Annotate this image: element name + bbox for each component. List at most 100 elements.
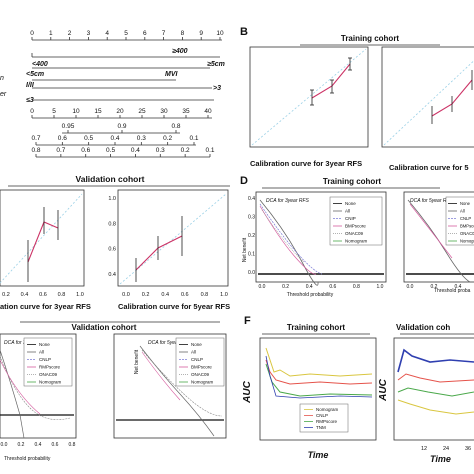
panel-f-header-right: Validation coh — [396, 323, 450, 332]
panel-letter-d: D — [240, 175, 248, 187]
rfs-3year-tick-label: 0.1 — [189, 135, 198, 142]
points-scale-tick-label: 5 — [124, 30, 128, 37]
nomogram-points-scale: 0 1 2 3 4 5 6 7 8 9 10 — [30, 30, 224, 40]
panel-d-plot-title-right: DCA for 5year RFS — [410, 198, 454, 204]
total-points-tick-label: 5 — [52, 108, 56, 115]
panel-c-right-x-tick-label: 0.4 — [161, 292, 169, 298]
panel-d-right-legend-item: ONAC09 — [460, 231, 474, 236]
nomogram-label-lt5cm: <5cm — [26, 71, 44, 78]
rfs-5year-tick-label: 0.8 — [31, 147, 40, 154]
rfs-1year-tick-label: 0.9 — [117, 123, 126, 130]
panel-c-left-x-tick-label: 1.0 — [76, 292, 84, 298]
panel-c-y-ticks: 1.0 0.8 0.6 0.4 — [108, 196, 116, 278]
rfs-3year-tick-label: 0.6 — [58, 135, 67, 142]
panel-d-x-label-right: Threshold proba — [434, 288, 471, 294]
rfs-5year-tick-label: 0.7 — [56, 147, 65, 154]
nomogram-label-i-ii: I/II — [26, 82, 35, 89]
rfs-3year-tick-label: 0.3 — [137, 135, 146, 142]
total-points-tick-label: 30 — [160, 108, 168, 115]
panel-d-right-x-tick-label: 0.0 — [407, 284, 414, 290]
points-scale-tick-label: 10 — [216, 30, 224, 37]
points-scale-tick-label: 7 — [162, 30, 166, 37]
panel-e-left-x-tick-label: 0.6 — [52, 442, 59, 448]
panel-d-x-ticks: 0.0 0.2 0.4 0.6 0.8 1.0 — [259, 284, 384, 290]
panel-f-legend-item: Nomogram — [316, 407, 339, 412]
points-scale-tick-label: 3 — [87, 30, 91, 37]
rfs-5year-tick-label: 0.2 — [181, 147, 190, 154]
panel-b-caption-left: Calibration curve for 3year RFS — [250, 159, 362, 168]
panel-f-header-left: Training cohort — [287, 323, 346, 332]
panel-d-right-legend-item: CNLP — [460, 216, 471, 221]
panel-d-legend-item: Nomogram — [345, 239, 368, 244]
nomogram-5year-rfs-scale: 0.8 0.7 0.6 0.5 0.4 0.3 0.2 0.1 — [31, 147, 215, 157]
panel-letter-b: B — [240, 26, 248, 38]
panel-d-y-tick-label: 0.0 — [248, 270, 255, 276]
panel-e-legend-left: None All CNLP RMPscore ONAC09 Nomogram — [27, 342, 62, 385]
panel-d-right-x-tick-label: 0.4 — [455, 284, 462, 290]
panel-e-right-legend-item: Nomogram — [191, 380, 214, 385]
panel-e-right-legend-item: CNLP — [191, 357, 203, 362]
panel-d-x-tick-label: 0.2 — [282, 284, 289, 290]
total-points-tick-label: 40 — [204, 108, 212, 115]
panel-e-right-legend-item: All — [191, 350, 196, 355]
rfs-5year-tick-label: 0.4 — [131, 147, 140, 154]
panel-e-legend-right: None All CNLP BMPscore ONAC09 Nomogram — [179, 342, 214, 385]
panel-c-left-x-ticks: 0.2 0.4 0.6 0.8 1.0 — [2, 292, 84, 298]
panel-e-validation-dca: Validation cohort DCA for 3year RFS None… — [0, 321, 227, 462]
panel-c-header: Validation cohort — [76, 174, 145, 184]
rfs-3year-tick-label: 0.4 — [110, 135, 119, 142]
panel-e-left-legend-item: Nomogram — [39, 380, 62, 385]
panel-f-right-x-tick-label: 24 — [443, 446, 449, 452]
panel-d-x-tick-label: 1.0 — [377, 284, 384, 290]
panel-e-left-legend-item: None — [39, 342, 50, 347]
panel-e-header: Validation cohort — [72, 323, 137, 332]
points-scale-tick-label: 1 — [49, 30, 53, 37]
points-scale-tick-label: 8 — [181, 30, 185, 37]
panel-d-right-legend-item: None — [460, 201, 471, 206]
panel-d-right-legend-item: BMPscore — [460, 224, 474, 229]
panel-d-x-tick-label: 0.8 — [353, 284, 360, 290]
total-points-tick-label: 10 — [72, 108, 80, 115]
panel-c-left-x-tick-label: 0.6 — [39, 292, 47, 298]
nomogram-label-gt3: >3 — [213, 85, 221, 92]
panel-f-right-x-tick-label: 12 — [421, 446, 427, 452]
panel-d-legend-item: BMPscore — [345, 224, 366, 229]
panel-c-right-x-tick-label: 0.8 — [201, 292, 209, 298]
nomogram-3year-rfs-scale: 0.7 0.6 0.5 0.4 0.3 0.2 0.1 — [31, 135, 199, 145]
panel-e-left-x-tick-label: 0.0 — [1, 442, 8, 448]
panel-d-legend-item: None — [345, 201, 356, 206]
rfs-3year-tick-label: 0.5 — [84, 135, 93, 142]
points-scale-tick-label: 2 — [68, 30, 72, 37]
nomogram-left-label-1: n — [0, 75, 4, 82]
panel-d-legend-right: None All CNLP BMPscore ONAC09 Nomogram — [448, 201, 474, 244]
panel-f-legend-item: CNLP — [316, 413, 328, 418]
panel-e-left-x-tick-label: 0.4 — [35, 442, 42, 448]
panel-d-y-label: Net benefit — [242, 237, 248, 262]
panel-d-right-legend-item: All — [460, 209, 465, 214]
panel-d-plot-title: DCA for 3year RFS — [266, 198, 310, 204]
panel-c-y-tick-label: 0.4 — [108, 272, 116, 278]
panel-e-left-legend-item: RMPscore — [39, 365, 61, 370]
rfs-5year-tick-label: 0.5 — [106, 147, 115, 154]
nomogram-total-points-scale: 0 5 10 15 20 25 30 35 40 — [30, 108, 212, 118]
panel-e-left-x-tick-label: 0.2 — [18, 442, 25, 448]
total-points-tick-label: 25 — [138, 108, 146, 115]
panel-d-x-tick-label: 0.0 — [259, 284, 266, 290]
panel-d-y-tick-label: 0.2 — [248, 233, 255, 239]
panel-c-y-tick-label: 0.6 — [108, 247, 116, 253]
rfs-1year-tick-label: 0.8 — [171, 123, 180, 130]
points-scale-tick-label: 0 — [30, 30, 34, 37]
panel-e-right-legend-item: None — [191, 342, 202, 347]
rfs-3year-tick-label: 0.2 — [163, 135, 172, 142]
nomogram-label-ge5cm: ≥5cm — [207, 61, 225, 68]
rfs-3year-tick-label: 0.7 — [31, 135, 40, 142]
panel-d-right-legend-item: Nomogram — [460, 239, 474, 244]
panel-c-right-x-tick-label: 1.0 — [220, 292, 228, 298]
panel-c-validation-calibration: Validation cohort 0.2 0.4 0.6 0.8 1.0 ation … — [0, 174, 230, 311]
total-points-tick-label: 15 — [94, 108, 102, 115]
panel-c-y-tick-label: 1.0 — [108, 196, 116, 202]
panel-d-x-tick-label: 0.6 — [329, 284, 336, 290]
points-scale-tick-label: 6 — [143, 30, 147, 37]
panel-d-right-x-tick-label: 0.2 — [431, 284, 438, 290]
